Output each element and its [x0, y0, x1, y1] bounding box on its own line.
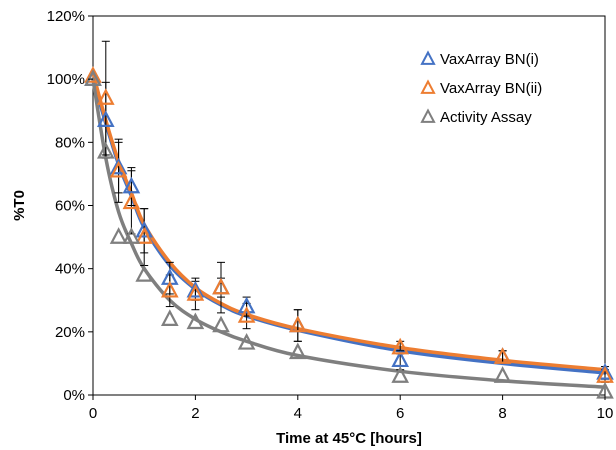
data-point	[288, 315, 307, 333]
x-tick-label: 10	[597, 405, 614, 422]
data-point	[160, 309, 179, 326]
data-point	[237, 296, 256, 314]
data-point	[160, 280, 179, 298]
data-point	[391, 350, 410, 368]
data-markers	[84, 66, 614, 399]
data-point	[493, 366, 512, 383]
y-tick-label: 120%	[47, 8, 85, 25]
x-axis-title: Time at 45°C [hours]	[276, 430, 422, 447]
data-point	[391, 366, 410, 383]
data-point	[186, 284, 205, 301]
legend-label: VaxArray BN(i)	[440, 51, 539, 68]
data-point	[109, 227, 128, 244]
data-point	[186, 280, 205, 298]
data-point	[84, 66, 102, 83]
fit-line	[91, 77, 607, 389]
legend-label: VaxArray BN(ii)	[440, 80, 542, 97]
data-point	[186, 312, 205, 330]
y-axis-title: %T0	[11, 190, 28, 221]
data-point	[391, 337, 410, 355]
data-point	[96, 88, 115, 105]
y-tick-label: 100%	[47, 71, 85, 88]
data-point	[109, 157, 128, 175]
data-point	[237, 332, 256, 350]
data-point	[122, 227, 141, 244]
x-tick-label: 0	[89, 405, 97, 422]
axes: 0% 20% 40% 60% 80% 100% 120% 0 2 4 6 8 10	[47, 8, 614, 422]
data-point	[596, 362, 614, 380]
y-tick-label: 80%	[55, 134, 85, 151]
data-point	[96, 141, 115, 159]
legend-marker	[420, 108, 436, 123]
legend-marker	[420, 50, 436, 65]
data-point	[109, 160, 128, 178]
data-point	[135, 220, 154, 238]
data-point	[493, 347, 512, 364]
legend: VaxArray BN(i) VaxArray BN(ii) Activity As…	[420, 50, 542, 126]
y-tick-label: 0%	[63, 387, 85, 404]
data-point	[237, 306, 256, 323]
x-tick-label: 2	[191, 405, 199, 422]
data-point	[96, 110, 115, 127]
data-point	[212, 277, 230, 295]
data-point	[122, 192, 141, 210]
y-tick-label: 20%	[55, 324, 85, 341]
x-tick-label: 4	[294, 405, 302, 422]
data-point	[122, 176, 141, 194]
x-tick-label: 8	[498, 405, 506, 422]
data-point	[212, 315, 230, 333]
data-point	[135, 265, 154, 282]
x-tick-label: 6	[396, 405, 404, 422]
legend-marker	[420, 79, 436, 94]
data-point	[135, 227, 154, 244]
data-point	[84, 69, 102, 86]
data-point	[596, 366, 614, 383]
y-tick-label: 40%	[55, 261, 85, 278]
data-point	[288, 342, 307, 360]
y-tick-label: 60%	[55, 198, 85, 215]
legend-label: Activity Assay	[440, 109, 532, 126]
